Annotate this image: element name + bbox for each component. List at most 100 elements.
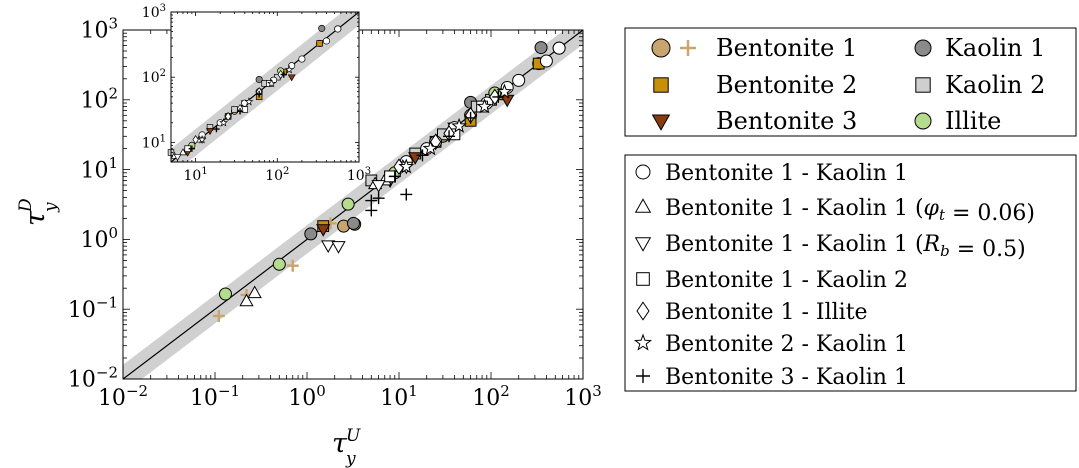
svg-text:U: U [346,426,361,446]
legend-label-5: Illite [945,107,1001,135]
main-point-s2-1 [346,216,360,230]
main-axis-ticks: 10−210−2 10−1 10−1 100 100 101 101 102 102 103 103 [68,14,602,411]
mixture-label-4: Bentonite 1 - Illite [665,300,868,325]
main-y-tick-label-5: 103 [80,14,118,43]
inset-axes: 101 101 102 102 103 103 [142,3,371,184]
mixture-entry-5: Bentonite 2 - Kaolin 1 [633,332,908,357]
mixture-marker-5 [633,333,653,351]
mixture-entry-1: Bentonite 1 - Kaolin 1 (φt = 0.06) [634,196,1035,226]
main-x-tick-label-1: 10−1 [190,382,240,411]
main-y-tick-label-1: 10−1 [68,294,118,323]
inset-x-tick-label-0: 101 [183,166,207,184]
svg-text:y: y [345,449,356,468]
legend-mixtures: Bentonite 1 - Kaolin 1 Bentonite 1 - Kaol… [624,154,1077,392]
mixture-marker-2 [634,237,652,252]
legend-materials-box [624,27,1077,137]
y-axis-label: τ y D [16,198,61,226]
inset-point-s9-2 [173,154,182,162]
main-x-tick-label-3: 101 [380,382,418,411]
main-x-tick-label-5: 103 [564,382,602,411]
inset-point-s11-1 [224,111,232,122]
legend-marker-2 [653,77,669,93]
mixture-marker-0 [635,164,651,180]
main-point-s9-1 [331,241,346,254]
inset-point-s13-5 [213,125,220,133]
inset-point-s7-5 [298,55,306,63]
mixture-label-1: Bentonite 1 - Kaolin 1 (φt = 0.06) [665,196,1035,226]
main-point-s7-7 [552,41,566,55]
main-y-tick-label-2: 100 [80,224,118,253]
main-point-s13-2 [372,192,385,205]
inset-axes-frame [170,11,360,163]
main-point-s12-1 [422,140,439,156]
legend-marker-circle [651,38,671,58]
inset-point-s13-7 [255,90,263,98]
legend-label-0: Bentonite 1 [716,34,857,62]
main-point-s2-3 [534,41,548,55]
mixture-label-2: Bentonite 1 - Kaolin 1 (Rb = 0.5) [665,232,1026,262]
legend-entry-5: Illite [914,107,1001,135]
main-point-s13-4 [400,188,413,201]
legend-marker-5 [914,112,932,130]
main-point-s13-8 [492,90,505,103]
main-point-s5-0 [316,224,331,237]
legend-entry-2: Bentonite 2 [653,71,857,99]
inset-point-s11-0 [192,135,199,145]
main-point-s6-1 [272,257,286,271]
main-y-tick-label-4: 102 [80,84,118,113]
legend-entry-0: Bentonite 1 [651,34,857,62]
legend-entry-3: Kaolin 2 [915,71,1045,99]
main-point-s12-2 [451,117,468,133]
inset-point-s13-8 [280,71,287,78]
svg-text:τ: τ [332,428,348,459]
mixture-label-5: Bentonite 2 - Kaolin 1 [665,332,908,357]
main-point-s12-4 [496,83,513,99]
inset-point-s12-0 [197,134,207,144]
inset-point-s12-3 [267,78,276,88]
legend-marker-4 [651,114,671,131]
inset-point-s2-2 [255,75,263,84]
main-point-s13-6 [443,130,456,143]
main-point-s13-5 [416,149,429,162]
x-axis-label: τ y U [332,426,361,468]
main-y-tick-label-3: 101 [80,154,118,183]
mixture-entry-3: Bentonite 1 - Kaolin 2 [636,268,908,293]
main-x-tick-label-0: 10−2 [98,382,148,411]
main-point-s7-6 [539,54,553,68]
legend-marker-plus [680,40,696,56]
mixture-marker-4 [636,301,650,321]
inset-y-tick-label-2: 103 [142,3,166,21]
main-data-points [212,41,566,322]
legend-entry-4: Bentonite 3 [651,107,857,135]
inset-point-s5-2 [206,128,214,136]
legend-entry-1: Kaolin 1 [914,34,1045,62]
main-point-s0-2 [286,259,299,272]
inset-y-tick-label-0: 101 [142,133,166,151]
inset-point-s13-3 [188,145,196,152]
inset-point-s2-3 [318,24,326,32]
mixture-entry-6: Bentonite 3 - Kaolin 1 [636,365,908,390]
legend-marker-3 [915,77,931,93]
legend-label-3: Kaolin 2 [945,71,1045,99]
inset-identity-line [171,12,359,162]
main-point-s12-3 [476,98,493,114]
inset-point-s5-4 [287,74,296,82]
main-point-s6-0 [218,287,232,301]
mixture-entry-4: Bentonite 1 - Illite [636,300,868,325]
main-point-s8-1 [247,285,262,299]
main-point-s13-3 [388,170,401,183]
inset-point-s12-4 [284,65,294,74]
main-point-s0-0 [212,309,225,322]
mixture-marker-3 [636,272,650,286]
mixture-label-3: Bentonite 1 - Kaolin 2 [665,268,908,293]
legend-label-4: Bentonite 3 [716,107,857,135]
inset-data-points [167,24,342,162]
legend-label-2: Bentonite 2 [716,71,857,99]
inset-axis-ticks: 101 101 102 102 103 103 [142,3,371,184]
inset-point-s12-1 [219,118,229,127]
main-y-tick-label-0: 10−2 [68,363,118,392]
inset-point-s7-7 [334,25,342,33]
inset-x-tick-label-2: 103 [347,166,371,184]
main-point-s2-0 [304,227,318,241]
